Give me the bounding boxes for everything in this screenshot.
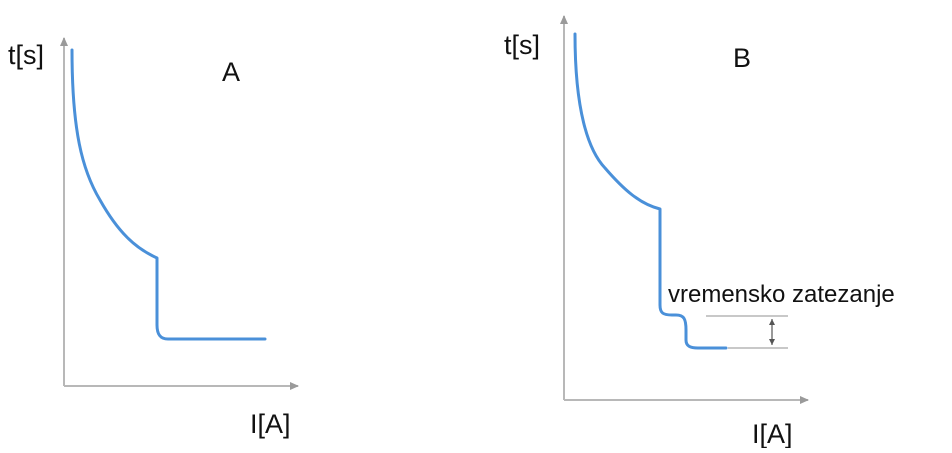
panel-a-label: A	[222, 57, 240, 87]
panel-a: t[s] I[A] A	[8, 37, 299, 439]
panel-a-trip-curve	[70, 48, 267, 341]
time-delay-annotation: vremensko zatezanje	[668, 281, 895, 308]
panel-b: t[s] I[A] B vremensko zatezanje	[504, 15, 895, 449]
panel-b-x-axis-label: I[A]	[752, 419, 793, 448]
panel-b-label: B	[733, 43, 751, 73]
panel-a-y-axis-label: t[s]	[8, 40, 44, 70]
panel-b-y-axis-label: t[s]	[504, 30, 540, 60]
panel-b-trip-curve	[573, 32, 728, 350]
panel-a-x-axis-label: I[A]	[250, 409, 291, 439]
